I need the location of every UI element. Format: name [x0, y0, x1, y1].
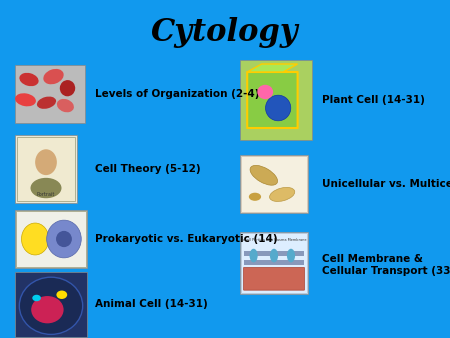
Bar: [15, 210, 87, 268]
FancyBboxPatch shape: [247, 72, 297, 128]
Bar: [244, 260, 304, 265]
Text: Unicellular vs. Multicellular (32): Unicellular vs. Multicellular (32): [322, 179, 450, 189]
Ellipse shape: [32, 295, 41, 301]
Ellipse shape: [47, 220, 81, 258]
Bar: [240, 60, 312, 140]
Ellipse shape: [19, 73, 39, 86]
Ellipse shape: [31, 296, 63, 323]
Ellipse shape: [43, 69, 63, 84]
Bar: [244, 250, 304, 256]
Bar: [15, 272, 87, 337]
FancyBboxPatch shape: [243, 267, 305, 290]
Text: Cell Membrane &
Cellular Transport (33-39): Cell Membrane & Cellular Transport (33-3…: [322, 254, 450, 276]
Bar: [241, 156, 307, 212]
Ellipse shape: [60, 80, 75, 96]
Text: Small Portion of a Plasma Membrane: Small Portion of a Plasma Membrane: [241, 238, 307, 242]
Ellipse shape: [249, 249, 258, 262]
Bar: [15, 135, 77, 203]
Ellipse shape: [35, 149, 57, 175]
Ellipse shape: [257, 85, 273, 99]
Bar: [240, 232, 308, 294]
Bar: [240, 155, 308, 213]
Bar: [15, 65, 85, 123]
Text: Plant Cell (14-31): Plant Cell (14-31): [322, 95, 425, 105]
Bar: [17, 137, 75, 201]
Ellipse shape: [19, 277, 83, 334]
Ellipse shape: [287, 249, 295, 262]
Ellipse shape: [56, 291, 67, 299]
Ellipse shape: [270, 249, 278, 262]
Polygon shape: [247, 64, 297, 72]
Ellipse shape: [31, 178, 62, 198]
Ellipse shape: [270, 188, 295, 201]
Ellipse shape: [250, 165, 278, 185]
Bar: [16, 211, 86, 267]
Bar: [241, 233, 307, 293]
Text: Cell Theory (5-12): Cell Theory (5-12): [95, 164, 201, 174]
Ellipse shape: [56, 231, 72, 247]
Ellipse shape: [249, 193, 261, 201]
Ellipse shape: [57, 99, 74, 112]
Ellipse shape: [266, 95, 291, 121]
Text: Cytology: Cytology: [151, 17, 299, 48]
Text: Levels of Organization (2-4): Levels of Organization (2-4): [95, 89, 260, 99]
Ellipse shape: [15, 93, 36, 106]
Ellipse shape: [22, 223, 49, 255]
Text: Portrait: Portrait: [37, 192, 55, 197]
Text: Prokaryotic vs. Eukaryotic (14): Prokaryotic vs. Eukaryotic (14): [95, 234, 278, 244]
Ellipse shape: [37, 97, 56, 109]
Text: Animal Cell (14-31): Animal Cell (14-31): [95, 299, 208, 309]
